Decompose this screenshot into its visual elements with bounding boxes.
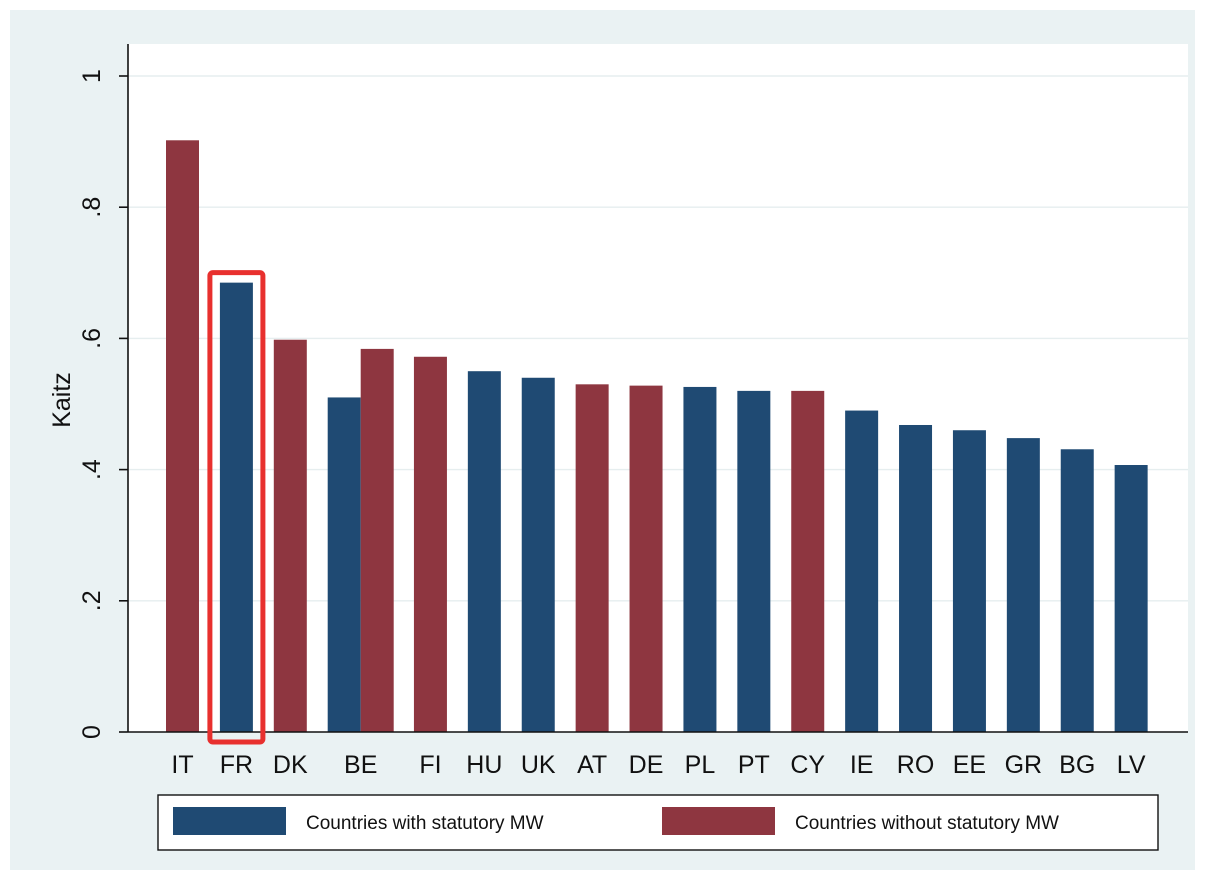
x-tick-label-ro: RO xyxy=(897,751,935,779)
legend-label-with-mw: Countries with statutory MW xyxy=(306,813,544,834)
highlight-box xyxy=(207,270,266,745)
bar-be-with-mw xyxy=(327,397,361,732)
bars xyxy=(166,140,1148,733)
bar-uk-with-mw xyxy=(521,377,555,732)
bar-de-without-mw xyxy=(629,385,663,732)
x-tick-label-fi: FI xyxy=(419,751,441,779)
bar-dk-without-mw xyxy=(273,339,307,732)
bar-lv-with-mw xyxy=(1114,465,1148,732)
x-tick-label-de: DE xyxy=(629,751,664,779)
axes xyxy=(127,44,1188,733)
legend: Countries with statutory MW Countries wi… xyxy=(157,794,1159,851)
x-tick-label-ie: IE xyxy=(850,751,874,779)
bar-be-without-mw xyxy=(360,348,394,732)
x-tick-label-pt: PT xyxy=(738,751,770,779)
x-tick-label-uk: UK xyxy=(521,751,556,779)
bar-pt-with-mw xyxy=(737,390,771,732)
y-tick-label: 0 xyxy=(78,725,106,739)
x-tick-label-ee: EE xyxy=(953,751,986,779)
y-axis-title: Kaitz xyxy=(48,372,76,428)
x-tick-labels: IT FR DK BE FI HU UK AT DE PL PT CY IE RO EE GR BG LV xyxy=(171,751,1145,779)
bar-ie-with-mw xyxy=(845,410,879,732)
bar-bg-with-mw xyxy=(1060,449,1094,732)
bar-hu-with-mw xyxy=(467,371,501,732)
bar-at-without-mw xyxy=(575,384,609,732)
x-tick-label-pl: PL xyxy=(685,751,716,779)
y-ticks: 0 .2 .4 .6 .8 1 xyxy=(78,69,128,739)
bar-gr-with-mw xyxy=(1006,438,1040,732)
y-tick-label: .4 xyxy=(78,459,106,480)
y-tick-label: .6 xyxy=(78,328,106,349)
x-tick-label-at: AT xyxy=(577,751,607,779)
y-tick-label: 1 xyxy=(78,69,106,83)
x-tick-label-it: IT xyxy=(171,751,193,779)
x-tick-label-gr: GR xyxy=(1005,751,1043,779)
x-tick-label-cy: CY xyxy=(790,751,825,779)
legend-swatch-without-mw xyxy=(662,807,775,835)
bar-cy-without-mw xyxy=(791,390,825,732)
x-tick-label-lv: LV xyxy=(1117,751,1146,779)
y-tick-label: .2 xyxy=(78,590,106,611)
bar-ro-with-mw xyxy=(899,424,933,732)
bar-fr-with-mw xyxy=(219,282,253,732)
legend-label-without-mw: Countries without statutory MW xyxy=(795,813,1059,834)
x-tick-label-hu: HU xyxy=(466,751,502,779)
x-tick-label-dk: DK xyxy=(273,751,308,779)
x-tick-label-bg: BG xyxy=(1059,751,1095,779)
x-tick-label-fr: FR xyxy=(220,751,253,779)
bar-it-without-mw xyxy=(166,140,199,733)
bar-pl-with-mw xyxy=(683,386,717,732)
legend-frame xyxy=(157,794,1159,851)
bar-ee-with-mw xyxy=(952,430,986,732)
bar-fi-without-mw xyxy=(413,356,447,732)
legend-swatch-with-mw xyxy=(173,807,286,835)
x-tick-label-be: BE xyxy=(344,751,377,779)
highlight-rect-fr xyxy=(207,270,266,745)
y-tick-label: .8 xyxy=(78,197,106,218)
